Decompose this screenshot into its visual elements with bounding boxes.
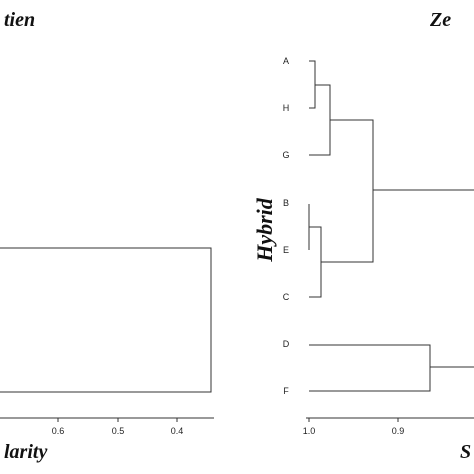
right-x-axis-title: S [460, 441, 471, 463]
leaf-label: D [283, 339, 290, 349]
left-panel-title: tien [4, 9, 35, 31]
leaf-label: E [283, 245, 289, 255]
left-tick-label: 0.5 [112, 426, 125, 436]
leaf-label: B [283, 198, 289, 208]
left-x-axis-title: larity [4, 441, 47, 463]
leaf-label: A [283, 56, 289, 66]
left-tick-label: 0.6 [52, 426, 65, 436]
leaf-label: C [283, 292, 290, 302]
left-dendrogram-panel: tien 0.6 0.5 0.4 larity [0, 9, 214, 463]
left-tick-label: 0.4 [171, 426, 184, 436]
leaf-label: G [282, 150, 289, 160]
cluster-bracket-upper-lower [321, 119, 374, 263]
right-tick-label: 0.9 [392, 426, 405, 436]
leaf-label: H [283, 103, 290, 113]
right-tick-label: 1.0 [303, 426, 316, 436]
right-panel-title: Ze [429, 9, 451, 31]
cluster-bracket-ah-g [309, 84, 331, 156]
cluster-bracket-be-c [309, 226, 322, 298]
cluster-bracket-d-f [309, 344, 431, 392]
leaf-label: F [283, 386, 289, 396]
right-y-axis-title: Hybrid [252, 197, 277, 263]
cluster-bracket-a-h [309, 60, 316, 109]
left-cluster-bracket [0, 247, 212, 393]
right-dendrogram-panel: Ze Hybrid A H G B E C D F 1.0 0.9 S [252, 9, 474, 463]
